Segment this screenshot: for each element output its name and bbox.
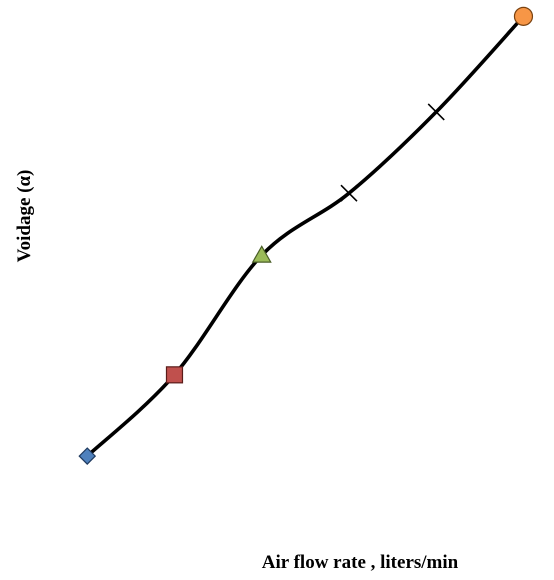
- x-axis-title: Air flow rate , liters/min: [262, 552, 459, 573]
- data-point-1-diamond-marker: [78, 447, 97, 465]
- data-point-6-circle-marker: [513, 6, 534, 26]
- data-point-5-x-marker: [427, 103, 445, 121]
- y-axis-title: Voidage (α): [14, 170, 35, 263]
- series-markers: [78, 6, 534, 465]
- data-point-3-triangle-marker: [251, 245, 272, 263]
- series-line: [85, 14, 526, 458]
- data-point-4-x-marker: [340, 184, 358, 202]
- plot-area: [78, 6, 534, 465]
- data-point-2-square-marker: [165, 366, 184, 384]
